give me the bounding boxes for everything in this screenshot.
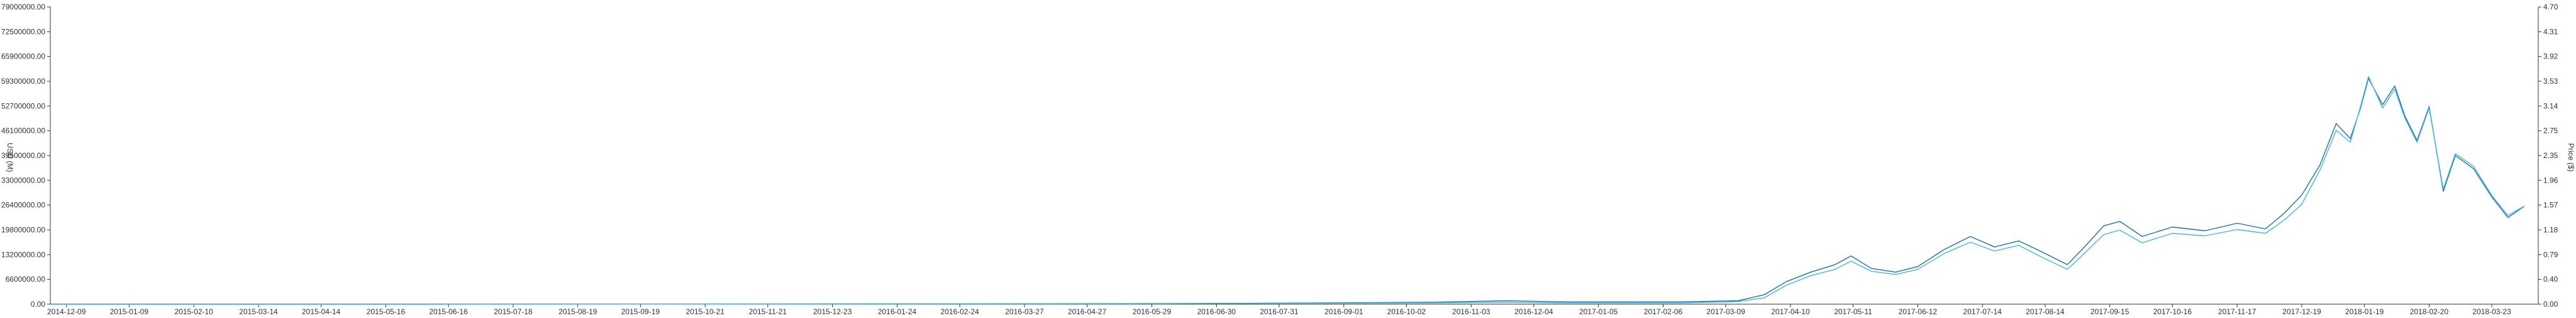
- right-axis-tick-label: 0.00: [2543, 300, 2558, 309]
- right-axis-tick-label: 1.18: [2543, 225, 2558, 234]
- x-axis-tick-label: 2016-11-03: [1452, 307, 1491, 315]
- right-axis-tick-label: 4.31: [2543, 27, 2558, 36]
- x-axis-tick-label: 2015-10-21: [686, 307, 725, 315]
- left-axis-tick-label: 65900000.00: [1, 52, 45, 61]
- x-axis-tick-label: 2015-11-21: [749, 307, 787, 315]
- x-axis-tick-label: 2015-03-14: [239, 307, 278, 315]
- x-axis-tick-label: 2017-11-17: [2218, 307, 2257, 315]
- right-axis-tick-label: 2.35: [2543, 151, 2558, 160]
- left-axis-tick-label: 6600000.00: [6, 275, 46, 284]
- x-axis-tick-label: 2015-12-23: [813, 307, 852, 315]
- right-axis-tick-label: 3.14: [2543, 101, 2558, 110]
- x-axis-tick-label: 2017-01-05: [1579, 307, 1618, 315]
- x-axis-tick-label: 2017-09-15: [2090, 307, 2129, 315]
- left-axis-tick-label: 39500000.00: [1, 151, 45, 160]
- left-axis-tick-label: 19800000.00: [1, 225, 45, 234]
- x-axis-tick-label: 2017-02-06: [1644, 307, 1683, 315]
- x-axis-tick-label: 2015-07-18: [494, 307, 533, 315]
- left-axis-tick-label: 33000000.00: [1, 176, 45, 185]
- x-axis-tick-label: 2017-06-12: [1899, 307, 1938, 315]
- left-axis-tick-label: 26400000.00: [1, 201, 45, 210]
- x-axis-tick-label: 2016-03-27: [1005, 307, 1044, 315]
- right-axis-tick-label: 1.96: [2543, 176, 2558, 185]
- left-axis-tick-label: 0.00: [31, 300, 46, 309]
- x-axis-tick-label: 2016-04-27: [1068, 307, 1107, 315]
- x-axis-tick-label: 2015-01-09: [110, 307, 149, 315]
- right-axis-tick-label: 4.70: [2543, 3, 2558, 11]
- x-axis-tick-label: 2015-09-19: [621, 307, 660, 315]
- left-axis-tick-label: 13200000.00: [1, 250, 45, 259]
- x-axis-tick-label: 2016-05-29: [1133, 307, 1172, 315]
- x-axis-tick-label: 2016-12-04: [1514, 307, 1553, 315]
- lines-layer: [50, 76, 2524, 305]
- x-axis-tick-label: 2017-07-14: [1963, 307, 2002, 315]
- x-axis-tick-label: 2014-12-09: [47, 307, 86, 315]
- x-axis-tick-label: 2017-05-11: [1834, 307, 1872, 315]
- right-axis-tick-label: 2.75: [2543, 127, 2558, 135]
- x-axis-tick-label: 2018-01-19: [2345, 307, 2384, 315]
- x-axis-tick-label: 2016-09-01: [1324, 307, 1363, 315]
- right-axis-tick-label: 3.92: [2543, 52, 2558, 61]
- x-axis-tick-label: 2017-10-16: [2153, 307, 2192, 315]
- x-axis-tick-label: 2018-02-20: [2410, 307, 2449, 315]
- x-axis-tick-label: 2015-06-16: [429, 307, 468, 315]
- series-line-2: [50, 76, 2524, 305]
- left-axis-tick-label: 79000000.00: [1, 3, 45, 11]
- x-axis-tick-label: 2016-06-30: [1197, 307, 1236, 315]
- right-axis-tick-label: 3.53: [2543, 77, 2558, 86]
- left-axis-tick-label: 72500000.00: [1, 27, 45, 36]
- left-axis-title: USD (M): [6, 143, 14, 173]
- x-axis-tick-label: 2017-04-10: [1771, 307, 1810, 315]
- right-axis-tick-label: 1.57: [2543, 201, 2558, 210]
- axes-layer: 0.00 6600000.00 13200000.00 19800000.00 2640…: [1, 3, 2558, 316]
- x-axis-tick-label: 2015-08-19: [558, 307, 597, 315]
- x-axis-tick-label: 2015-05-16: [367, 307, 406, 315]
- x-axis-tick-label: 2018-03-23: [2472, 307, 2511, 315]
- right-axis-tick-label: 0.40: [2543, 275, 2558, 284]
- x-axis-tick-label: 2015-02-10: [174, 307, 213, 315]
- x-axis-tick-label: 2016-01-24: [878, 307, 917, 315]
- x-axis-tick-label: 2017-08-14: [2026, 307, 2065, 315]
- right-axis-tick-label: 0.79: [2543, 250, 2558, 259]
- left-axis-tick-label: 59300000.00: [1, 77, 45, 86]
- x-axis-tick-label: 2017-12-19: [2282, 307, 2321, 315]
- x-axis-tick-label: 2015-04-14: [302, 307, 341, 315]
- right-axis-title: Price ($): [2567, 143, 2575, 171]
- x-axis-tick-label: 2016-07-31: [1260, 307, 1299, 315]
- x-axis-tick-label: 2016-10-02: [1387, 307, 1426, 315]
- series-line-1: [50, 77, 2524, 305]
- x-axis-tick-label: 2016-02-24: [940, 307, 979, 315]
- left-axis-tick-label: 52700000.00: [1, 101, 45, 110]
- left-axis-tick-label: 46100000.00: [1, 127, 45, 135]
- x-axis-tick-label: 2017-03-09: [1706, 307, 1745, 315]
